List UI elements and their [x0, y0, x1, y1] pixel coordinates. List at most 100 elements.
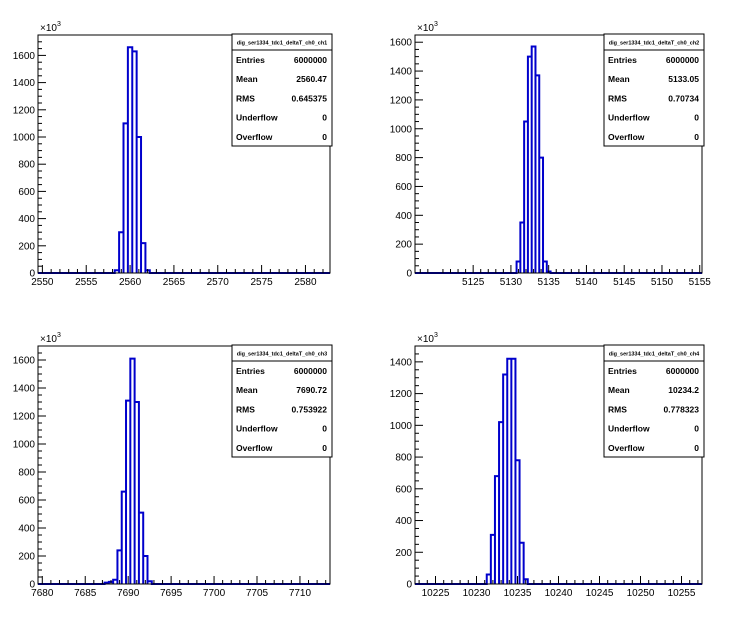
x-tick-label: 2580 [294, 277, 317, 288]
x-tick-label: 10235 [504, 588, 532, 599]
x-tick-label: 5150 [651, 277, 674, 288]
y-tick-label: 800 [395, 153, 412, 164]
x-tick-label: 2550 [31, 277, 54, 288]
stats-value-entries: 6000000 [294, 55, 327, 65]
stats-value-underflow: 0 [694, 113, 699, 123]
y-tick-label: 1400 [390, 67, 413, 78]
x-tick-label: 7695 [160, 588, 183, 599]
stats-label-mean: Mean [608, 74, 630, 84]
x-tick-label: 10240 [545, 588, 573, 599]
y-tick-label: 0 [406, 580, 412, 591]
histogram-series-line [415, 45, 702, 274]
stats-label-rms: RMS [236, 404, 255, 414]
y-tick-label: 0 [29, 580, 35, 591]
x-tick-label: 5155 [689, 277, 712, 288]
stats-label-entries: Entries [608, 55, 637, 65]
stats-label-underflow: Underflow [608, 113, 650, 123]
x-tick-label: 2570 [207, 277, 230, 288]
histogram-panel-4: 0 200 400 600 800 1000 1200 1400 10225 10230 10235… [390, 332, 705, 599]
stats-box-frame [231, 344, 333, 458]
x-tick-label: 5140 [575, 277, 598, 288]
stats-label-overflow: Overflow [236, 132, 273, 142]
x-tick-label: 5125 [462, 277, 485, 288]
x-tick-label: 10225 [422, 588, 450, 599]
stats-label-overflow: Overflow [236, 443, 273, 453]
plot-frame [414, 34, 703, 274]
y-tick-label: 1200 [13, 105, 36, 116]
y-tick-label: 800 [395, 453, 412, 464]
stats-value-overflow: 0 [694, 132, 699, 142]
plot-frame [37, 34, 331, 274]
stats-box-frame [603, 33, 705, 147]
stats-value-rms: 0.778323 [664, 404, 700, 414]
stats-title: dig_ser1334_tdc1_deltaT_ch0_ch2 [609, 41, 700, 47]
y-tick-label: 1400 [13, 384, 36, 395]
y-tick-label: 1000 [390, 124, 413, 135]
stats-label-mean: Mean [608, 385, 630, 395]
stats-label-overflow: Overflow [608, 443, 645, 453]
stats-label-underflow: Underflow [608, 424, 650, 434]
stats-value-entries: 6000000 [666, 55, 699, 65]
y-exponent-label: ×103 [417, 21, 438, 34]
stats-label-rms: RMS [608, 93, 627, 103]
y-tick-label: 1600 [390, 38, 413, 49]
y-tick-label: 1200 [13, 412, 36, 423]
stats-value-entries: 6000000 [666, 366, 699, 376]
stats-label-entries: Entries [236, 55, 265, 65]
y-tick-label: 800 [18, 160, 35, 171]
stats-label-mean: Mean [236, 385, 258, 395]
y-tick-label: 1200 [390, 95, 413, 106]
stats-label-rms: RMS [236, 93, 255, 103]
x-tick-label: 2565 [163, 277, 186, 288]
x-tick-label: 10250 [627, 588, 655, 599]
stats-box: dig_ser1334_tdc1_deltaT_ch0_ch4 Entries 60… [603, 344, 705, 458]
stats-value-rms: 0.753922 [292, 404, 328, 414]
y-tick-label: 1400 [390, 357, 413, 368]
y-exponent-label: ×103 [40, 21, 61, 34]
x-tick-label: 2560 [119, 277, 142, 288]
y-tick-label: 200 [395, 240, 412, 251]
stats-label-entries: Entries [608, 366, 637, 376]
y-tick-label: 600 [395, 182, 412, 193]
y-tick-label: 400 [18, 214, 35, 225]
histogram-series-line [38, 357, 330, 585]
histogram-panel-2: 0 200 400 600 800 1000 1200 1400 1600 5125 5130 513… [390, 21, 712, 288]
y-tick-label: 200 [18, 241, 35, 252]
y-tick-label: 600 [18, 496, 35, 507]
stats-value-rms: 0.645375 [292, 93, 328, 103]
x-tick-label: 5145 [613, 277, 636, 288]
stats-title: dig_ser1334_tdc1_deltaT_ch0_ch4 [609, 352, 700, 358]
y-tick-label: 1000 [390, 421, 413, 432]
stats-box-frame [231, 33, 333, 147]
x-tick-label: 10255 [668, 588, 696, 599]
stats-value-mean: 2560.47 [296, 74, 327, 84]
stats-value-overflow: 0 [322, 443, 327, 453]
stats-box: dig_ser1334_tdc1_deltaT_ch0_ch1 Entries 60… [231, 33, 333, 147]
x-tick-label: 7705 [246, 588, 269, 599]
y-exponent-label: ×103 [417, 332, 438, 345]
x-tick-label: 2555 [75, 277, 98, 288]
stats-value-rms: 0.70734 [668, 93, 699, 103]
y-tick-label: 600 [18, 187, 35, 198]
y-tick-label: 200 [395, 548, 412, 559]
stats-box: dig_ser1334_tdc1_deltaT_ch0_ch3 Entries 60… [231, 344, 333, 458]
x-tick-label: 5130 [500, 277, 523, 288]
stats-value-mean: 7690.72 [296, 385, 327, 395]
y-exponent-label: ×103 [40, 332, 61, 345]
stats-title: dig_ser1334_tdc1_deltaT_ch0_ch1 [237, 41, 328, 47]
histogram-panel-3: 0 200 400 600 800 1000 1200 1400 1600 7680 7685 769… [13, 332, 333, 599]
stats-label-mean: Mean [236, 74, 258, 84]
y-tick-label: 1000 [13, 440, 36, 451]
y-tick-label: 1000 [13, 133, 36, 144]
stats-label-underflow: Underflow [236, 113, 278, 123]
stats-label-entries: Entries [236, 366, 265, 376]
stats-value-underflow: 0 [322, 113, 327, 123]
x-tick-label: 10230 [463, 588, 491, 599]
x-tick-label: 7710 [289, 588, 312, 599]
y-tick-label: 1200 [390, 389, 413, 400]
stats-label-rms: RMS [608, 404, 627, 414]
x-tick-label: 10245 [586, 588, 614, 599]
stats-value-overflow: 0 [694, 443, 699, 453]
y-tick-label: 1600 [13, 356, 36, 367]
